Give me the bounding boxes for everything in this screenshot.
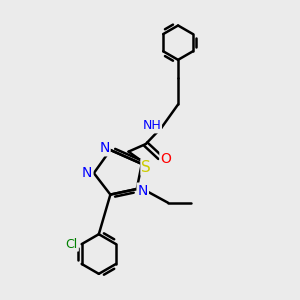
Text: N: N [82,166,92,180]
Text: N: N [137,184,148,198]
Text: NH: NH [142,119,161,132]
Text: S: S [142,160,151,175]
Text: N: N [99,141,110,155]
Text: Cl: Cl [66,238,78,250]
Text: O: O [160,152,171,166]
